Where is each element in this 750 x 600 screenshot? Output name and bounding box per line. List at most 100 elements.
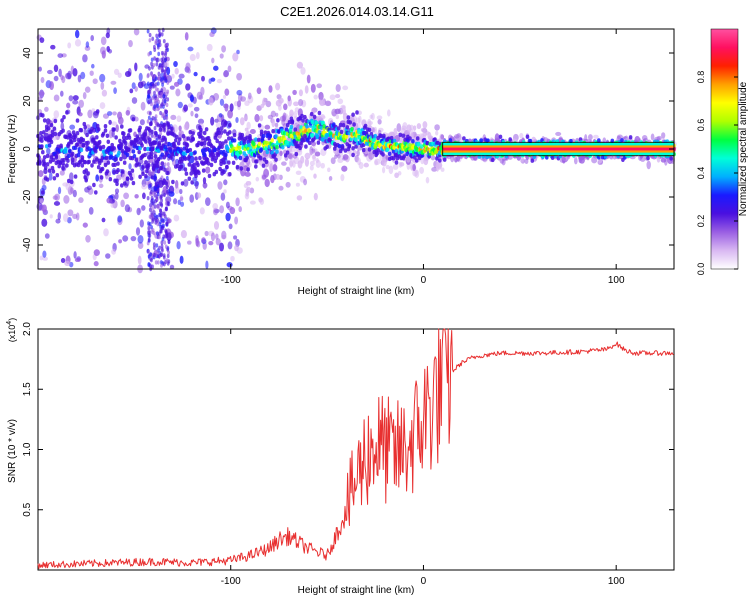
ridge-cell	[163, 144, 167, 150]
spectral-blob	[265, 100, 272, 108]
ridge-cell	[126, 147, 131, 152]
bottom-x-tick-label: 0	[421, 576, 427, 587]
ridge-cell	[180, 181, 185, 186]
spectral-blob	[162, 211, 166, 216]
spectral-blob	[209, 31, 215, 37]
spectral-blob	[111, 121, 118, 126]
ridge-cell	[95, 109, 100, 114]
top-x-tick-label: 100	[608, 275, 625, 286]
spectral-blob	[117, 116, 124, 125]
spectral-blob	[134, 194, 139, 199]
ridge-cell	[45, 162, 50, 167]
spectral-blob	[279, 150, 283, 157]
spectral-blob	[148, 207, 152, 212]
ridge-cell	[312, 114, 317, 120]
ridge-cell	[285, 150, 290, 155]
spectral-blob	[57, 53, 64, 58]
ridge-cell	[97, 139, 102, 145]
spectral-blob	[114, 188, 120, 194]
ridge-cell	[153, 140, 158, 145]
ridge-cell	[191, 131, 195, 136]
spectral-blob	[155, 57, 159, 62]
ridge-cell	[224, 120, 228, 126]
ridge-cell	[254, 164, 258, 169]
spectral-blob	[147, 93, 151, 98]
spectral-blob	[226, 262, 233, 268]
spectral-blob	[59, 170, 65, 176]
spectral-blob	[661, 132, 666, 139]
spectral-blob	[283, 103, 288, 111]
spectral-blob	[555, 131, 562, 136]
ridge-cell	[62, 115, 66, 120]
ridge-cell	[152, 164, 157, 169]
spectral-blob	[341, 165, 348, 172]
top-y-tick-label: 40	[22, 47, 33, 59]
colorbar-label: Normalized spectral amplitude	[738, 81, 749, 216]
spectral-blob	[150, 133, 154, 138]
colorbar-ticks: 0.00.20.40.60.8	[696, 71, 738, 275]
ridge-cell	[294, 151, 299, 157]
ridge-cell	[174, 138, 178, 143]
spectral-blob	[573, 157, 578, 165]
ridge-cell	[275, 145, 279, 150]
ridge-cell	[171, 179, 175, 185]
ridge-cell	[314, 120, 319, 126]
spectral-blob	[113, 68, 120, 76]
ridge-cell	[188, 130, 193, 135]
spectral-blob	[247, 92, 252, 100]
ridge-cell	[137, 149, 141, 155]
spectral-blob	[147, 237, 151, 242]
ridge-cell	[76, 152, 81, 158]
spectral-blob	[129, 88, 134, 94]
spectral-blob	[157, 51, 161, 57]
ridge-cell	[414, 158, 419, 163]
ridge-cell	[209, 162, 214, 168]
spectral-blob	[105, 253, 111, 259]
spectral-blob	[229, 103, 234, 112]
spectral-blob	[163, 192, 166, 198]
spectral-blob	[394, 172, 399, 179]
spectral-blob	[388, 165, 394, 175]
ridge-cell	[52, 126, 57, 131]
ridge-cell	[508, 137, 512, 142]
ridge-cell	[62, 157, 66, 163]
bottom-x-tick-label: 100	[608, 576, 625, 587]
spectral-blob	[168, 191, 175, 197]
spectral-blob	[118, 239, 122, 244]
ridge-cell	[179, 164, 184, 169]
spectral-blob	[107, 111, 113, 116]
spectral-blob	[234, 216, 239, 225]
ridge-cell	[498, 134, 503, 139]
spectral-blob	[100, 36, 107, 46]
ridge-cell	[105, 169, 110, 174]
ridge-cell	[257, 141, 262, 147]
spectral-blob	[111, 130, 115, 138]
spectral-blob	[377, 119, 382, 125]
ridge-cell	[117, 150, 121, 156]
spectral-blob	[300, 67, 306, 75]
spectral-blob	[162, 94, 166, 99]
spectral-blob	[660, 158, 667, 163]
spectral-blob	[165, 45, 169, 51]
spectral-blob	[249, 200, 256, 205]
ridge-cell	[52, 176, 57, 181]
ridge-cell	[213, 147, 218, 152]
spectral-blob	[153, 252, 156, 258]
spectral-blob	[428, 135, 434, 140]
spectral-blob	[235, 116, 239, 124]
spectral-blob	[187, 46, 194, 52]
ridge-cell	[620, 138, 624, 143]
spectral-blob	[240, 96, 246, 102]
spectral-blob	[148, 183, 152, 189]
ridge-cell	[156, 157, 161, 162]
spectral-blob	[425, 176, 430, 184]
spectral-blob	[201, 237, 206, 244]
spectral-blob	[153, 186, 157, 191]
ridge-cell	[354, 137, 358, 142]
ridge-cell	[287, 120, 292, 125]
ridge-cell	[47, 143, 52, 148]
ridge-cell	[197, 170, 201, 176]
spectral-blob	[337, 157, 344, 164]
spectral-blob	[162, 39, 166, 44]
ridge-cell	[297, 135, 301, 140]
